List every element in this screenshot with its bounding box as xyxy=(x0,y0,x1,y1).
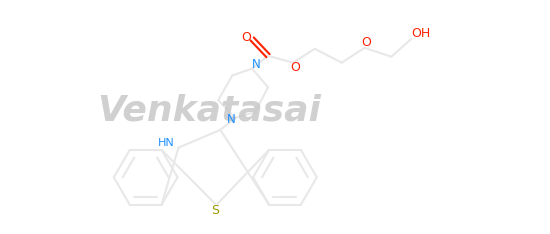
Text: N: N xyxy=(252,58,261,71)
Text: OH: OH xyxy=(411,26,431,40)
Text: O: O xyxy=(361,37,371,49)
Text: O: O xyxy=(290,61,300,74)
Text: S: S xyxy=(211,204,219,217)
Text: O: O xyxy=(241,31,251,44)
Text: N: N xyxy=(227,113,235,126)
Text: Venkatasai: Venkatasai xyxy=(97,93,321,127)
Text: HN: HN xyxy=(158,138,175,148)
